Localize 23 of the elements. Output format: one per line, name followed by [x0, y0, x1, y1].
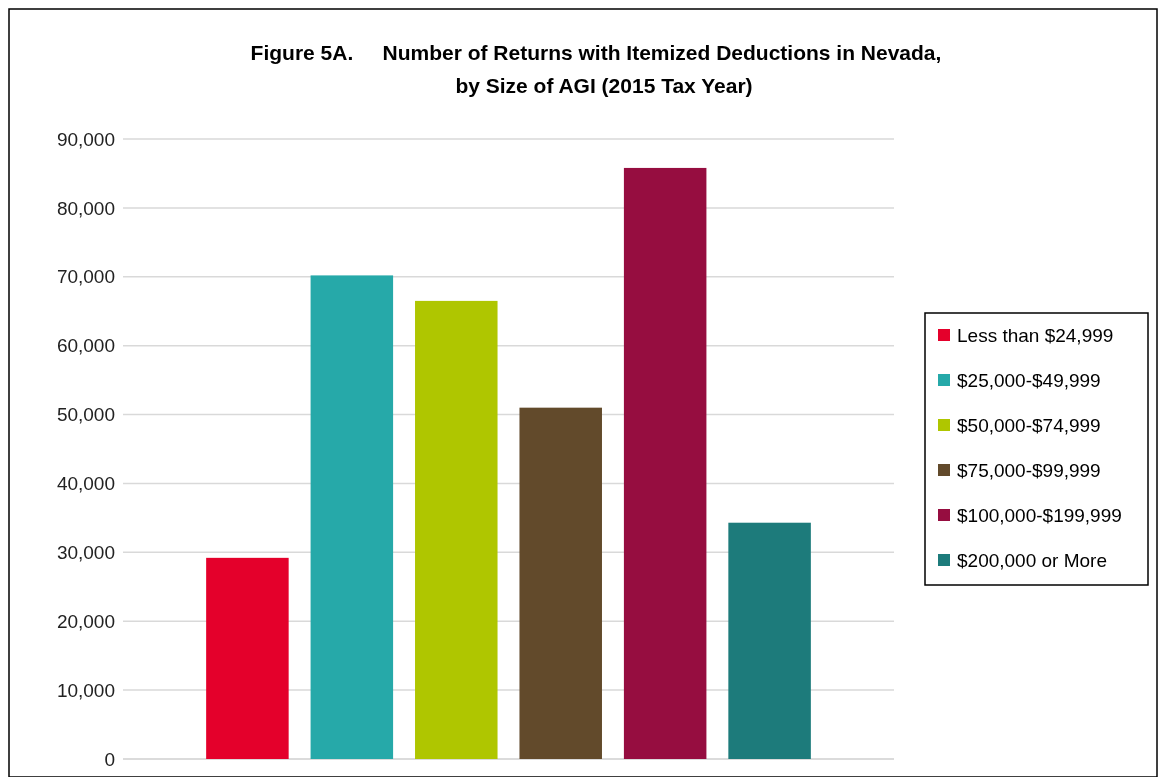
legend-label: $25,000-$49,999	[957, 369, 1101, 391]
y-tick-label: 0	[104, 748, 115, 770]
bar	[310, 275, 394, 759]
y-tick-label: 80,000	[56, 197, 115, 219]
y-tick-label: 10,000	[56, 679, 115, 701]
y-tick-label: 40,000	[56, 473, 115, 495]
legend-label: $100,000-$199,999	[957, 504, 1122, 526]
legend-label: $200,000 or More	[957, 549, 1107, 571]
y-tick-label: 30,000	[56, 541, 115, 563]
legend-label: $50,000-$74,999	[957, 414, 1101, 436]
bar	[415, 300, 498, 759]
bar	[519, 407, 602, 759]
y-tick-label: 50,000	[56, 404, 115, 426]
bar	[623, 167, 707, 759]
y-tick-label: 20,000	[56, 610, 115, 632]
y-tick-label: 60,000	[56, 335, 115, 357]
bar	[728, 522, 811, 759]
legend-label: $75,000-$99,999	[957, 459, 1101, 481]
legend-label: Less than $24,999	[957, 324, 1114, 346]
chart-title: Figure 5A. Number of Returns with Itemized Deductions in Nevada, by Size of AGI (2015 Tax Year)	[250, 41, 942, 97]
y-tick-label: 70,000	[56, 266, 115, 288]
bar	[206, 557, 289, 759]
y-tick-label: 90,000	[56, 128, 115, 150]
